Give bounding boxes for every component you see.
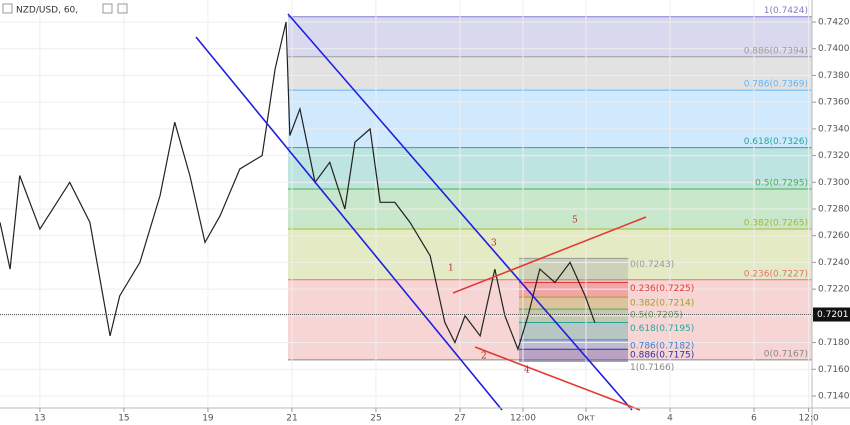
fib-label: 0.786(0.7182) [630, 341, 694, 351]
fib-label: 0.786(0.7369) [744, 80, 808, 90]
channel-line [195, 36, 503, 411]
last-price-box [813, 307, 850, 322]
x-tick-label: 12:0 [799, 414, 819, 424]
fib-label: 1(0.7424) [764, 6, 808, 16]
fib-label: 0.382(0.7214) [630, 299, 694, 309]
fib-label: 0.618(0.7195) [630, 324, 694, 334]
y-tick-label: 0.7360 [818, 98, 850, 108]
y-tick-label: 0.7140 [818, 391, 850, 401]
wave-label: 4 [524, 366, 530, 376]
wedge-line [474, 346, 641, 411]
settings-icon[interactable] [117, 3, 128, 14]
last-price-label: 0.7201 [817, 310, 849, 320]
price-line [0, 21, 596, 352]
y-tick-label: 0.7160 [818, 365, 850, 375]
wave-label: 1 [448, 264, 454, 274]
fib-band [288, 16, 812, 57]
y-tick-label: 0.7340 [818, 124, 850, 134]
fib-band [288, 90, 812, 148]
y-tick-label: 0.7380 [818, 71, 850, 81]
symbol-title: NZD/USD, 60, [16, 6, 78, 16]
fib-label: 0.5(0.7205) [630, 311, 683, 321]
x-tick-label: 19 [202, 414, 214, 424]
channel-line [287, 13, 633, 411]
fib-band [519, 339, 628, 350]
fib-label: 0(0.7167) [764, 349, 808, 359]
fib-band [288, 56, 812, 91]
fib-band [288, 279, 812, 360]
x-tick-label: 12:00 [510, 414, 536, 424]
fib-label: 0.382(0.7265) [744, 219, 808, 229]
x-tick-label: 13 [34, 414, 45, 424]
wave-label: 3 [491, 239, 497, 249]
wave-label: 2 [481, 352, 487, 362]
plot [0, 21, 596, 352]
y-tick-label: 0.7320 [818, 151, 850, 161]
drawings [195, 13, 647, 411]
x-tick-label: 25 [370, 414, 381, 424]
fib-bands [288, 16, 812, 362]
fib-band [519, 297, 628, 310]
y-tick-label: 0.7260 [818, 231, 850, 241]
wedge-line [452, 216, 647, 294]
collapse-icon[interactable] [2, 3, 13, 14]
fib-label: 0.5(0.7295) [755, 178, 808, 188]
visibility-icon[interactable] [102, 3, 113, 14]
wave-label: 5 [572, 216, 578, 226]
fib-band [519, 282, 628, 298]
fib-label: 0.236(0.7227) [744, 269, 808, 279]
x-tick-label: 21 [286, 414, 297, 424]
x-tick-label: 4 [667, 414, 673, 424]
grid [0, 0, 812, 408]
y-tick-label: 0.7280 [818, 205, 850, 215]
fib-label: 0.886(0.7175) [630, 351, 694, 361]
fib-label: 0(0.7243) [630, 260, 674, 270]
x-tick-label: 6 [751, 414, 757, 424]
y-tick-label: 0.7240 [818, 258, 850, 268]
y-tick-label: 0.7300 [818, 178, 850, 188]
x-tick-label: Окт [577, 414, 595, 424]
y-tick-label: 0.7220 [818, 285, 850, 295]
y-tick-label: 0.7180 [818, 338, 850, 348]
x-tick-label: 27 [454, 414, 465, 424]
fib-label: 0.618(0.7326) [744, 137, 808, 147]
y-tick-label: 0.7400 [818, 44, 850, 54]
fib-band [519, 322, 628, 340]
fib-band [519, 349, 628, 362]
fib-label: 0.886(0.7394) [744, 46, 808, 56]
fib-label: 0.236(0.7225) [630, 284, 694, 294]
fib-label: 1(0.7166) [630, 363, 674, 373]
y-tick-label: 0.7420 [818, 18, 850, 28]
x-tick-label: 15 [118, 414, 129, 424]
